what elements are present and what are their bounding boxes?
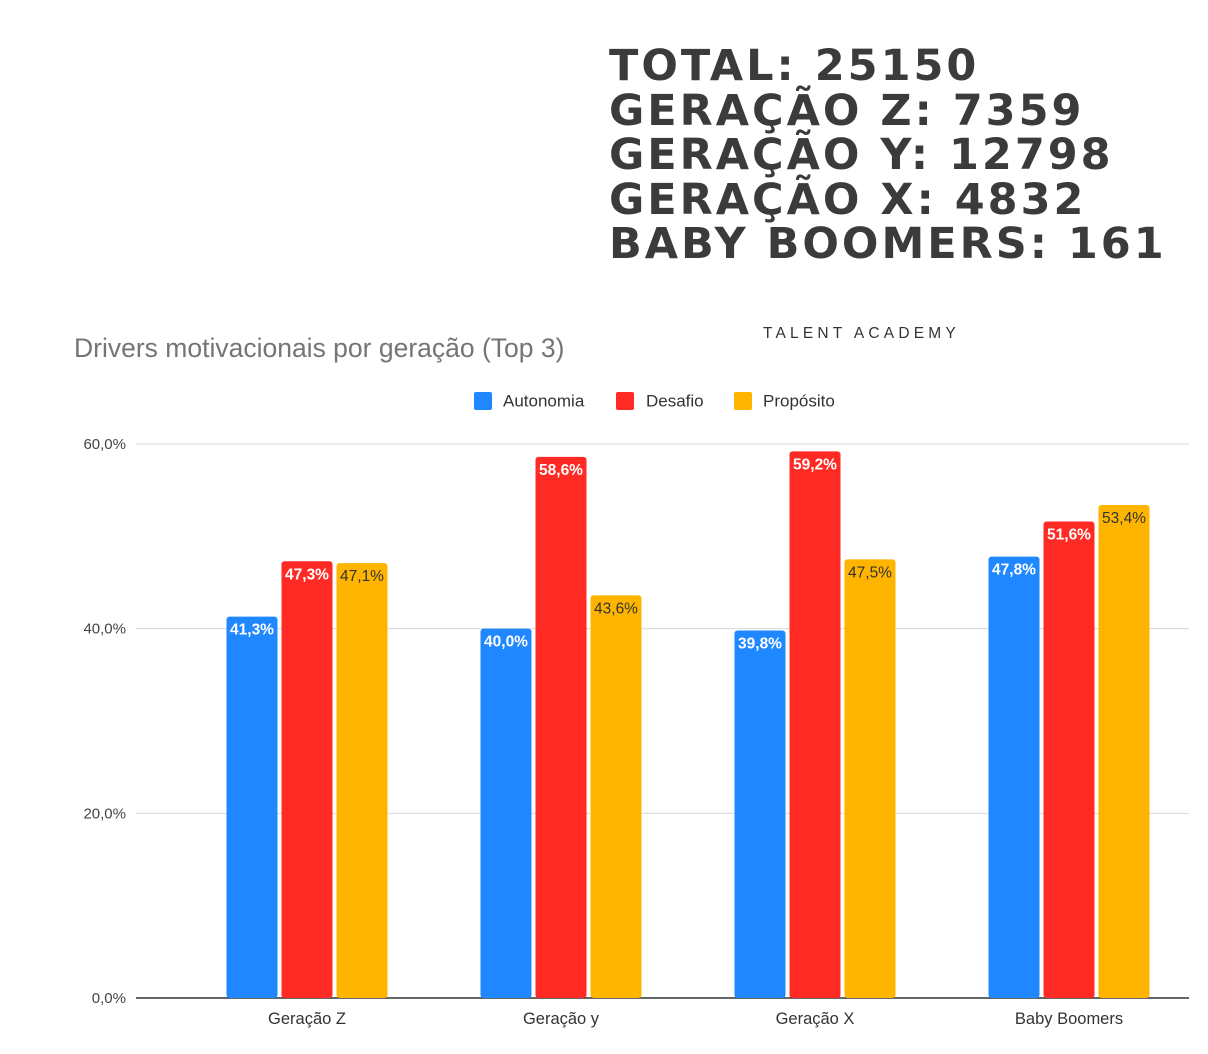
chart-title: Drivers motivacionais por geração (Top 3… xyxy=(74,333,565,363)
data-label: 40,0% xyxy=(484,634,528,651)
bar-autonomia-0 xyxy=(226,616,278,998)
legend-label: Desafio xyxy=(646,392,704,411)
data-label: 39,8% xyxy=(738,636,782,653)
bar-autonomia-1 xyxy=(480,628,532,998)
data-label: 59,2% xyxy=(793,456,837,473)
y-tick-label: 0,0% xyxy=(92,990,126,1007)
data-label: 53,4% xyxy=(1102,510,1146,527)
bar-propsito-1 xyxy=(590,595,642,998)
legend-swatch xyxy=(474,392,492,410)
legend-label: Propósito xyxy=(763,392,835,411)
legend-swatch xyxy=(734,392,752,410)
data-label: 47,1% xyxy=(340,568,384,585)
stat-geracao-z: GERAÇÃO Z: 7359 xyxy=(609,85,1085,136)
stat-geracao-x: GERAÇÃO X: 4832 xyxy=(609,174,1087,225)
data-label: 47,5% xyxy=(848,564,892,581)
x-tick-label: Geração y xyxy=(523,1010,600,1028)
legend-label: Autonomia xyxy=(503,392,585,411)
data-label: 51,6% xyxy=(1047,527,1091,544)
bar-desafio-0 xyxy=(281,561,333,998)
x-tick-label: Geração Z xyxy=(268,1010,346,1028)
data-label: 41,3% xyxy=(230,622,274,639)
bar-propsito-3 xyxy=(1098,504,1150,998)
bar-propsito-0 xyxy=(336,563,388,998)
bar-autonomia-2 xyxy=(734,630,786,998)
bar-autonomia-3 xyxy=(988,556,1040,998)
data-label: 43,6% xyxy=(594,600,638,617)
bar-desafio-2 xyxy=(789,451,841,998)
data-label: 47,3% xyxy=(285,566,329,583)
stat-geracao-y: GERAÇÃO Y: 12798 xyxy=(609,130,1114,181)
y-tick-label: 20,0% xyxy=(83,805,126,822)
data-label: 47,8% xyxy=(992,562,1036,579)
legend-swatch xyxy=(616,392,634,410)
bar-desafio-3 xyxy=(1043,521,1095,998)
bar-propsito-2 xyxy=(844,559,896,998)
stat-total: TOTAL: 25150 xyxy=(609,41,980,91)
stats-list: TOTAL: 25150 GERAÇÃO Z: 7359 GERAÇÃO Y: … xyxy=(609,44,1167,267)
brand-label: TALENT ACADEMY xyxy=(763,325,960,342)
y-tick-label: 60,0% xyxy=(83,436,126,453)
x-tick-label: Baby Boomers xyxy=(1015,1010,1123,1028)
data-label: 58,6% xyxy=(539,462,583,479)
stat-baby-boomers: BABY BOOMERS: 161 xyxy=(609,219,1167,270)
x-tick-label: Geração X xyxy=(776,1010,855,1028)
bar-desafio-1 xyxy=(535,456,587,999)
y-tick-label: 40,0% xyxy=(83,621,126,638)
